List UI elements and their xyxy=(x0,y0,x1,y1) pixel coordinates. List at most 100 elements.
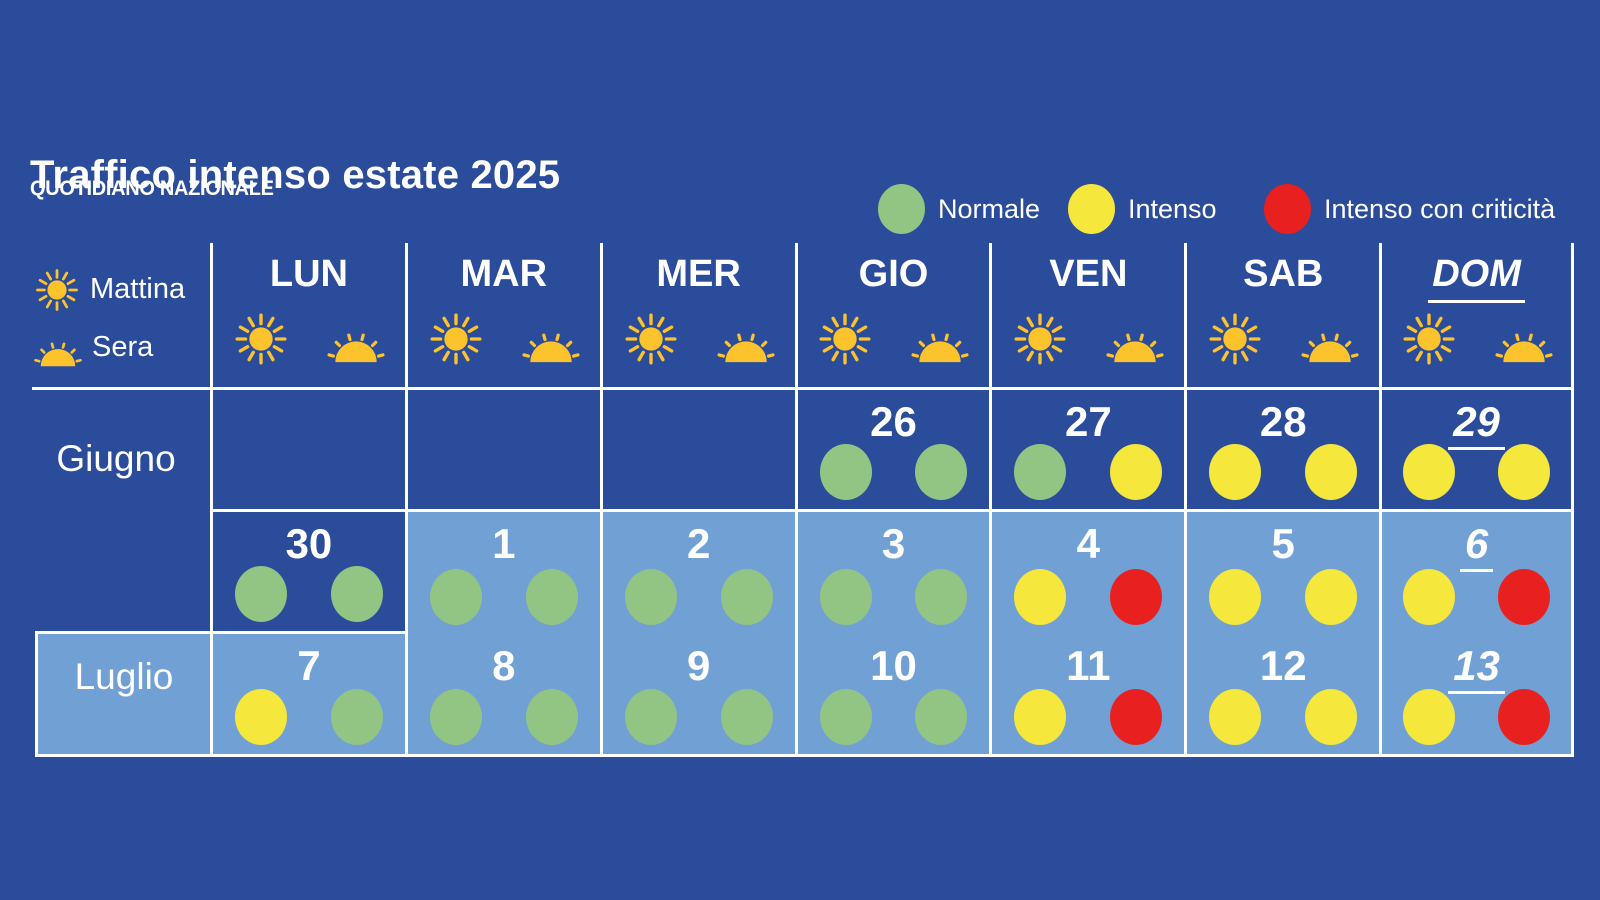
day-cell-2-july: 2 xyxy=(599,512,795,634)
day-number: 4 xyxy=(1076,520,1101,567)
day-suns xyxy=(798,311,990,367)
month-label-giugno: Giugno xyxy=(56,438,176,479)
day-number: 9 xyxy=(686,642,711,689)
evening-sun-icon xyxy=(1495,327,1553,363)
empty-day-cell xyxy=(210,390,405,512)
day-cell-7-july: 7 xyxy=(210,634,405,757)
evening-traffic-dot xyxy=(915,569,968,625)
evening-traffic-dot xyxy=(1497,569,1550,625)
evening-sun-icon xyxy=(522,327,580,363)
morning-sun-icon xyxy=(1012,311,1068,367)
evening-sun-icon xyxy=(1301,327,1359,363)
day-header-mer: MER xyxy=(599,243,795,390)
morning-traffic-dot xyxy=(1209,569,1262,625)
traffic-dots xyxy=(1382,569,1571,625)
day-number: 6 xyxy=(1382,521,1571,573)
day-header-mar: MAR xyxy=(404,243,600,390)
month-label-luglio: Luglio xyxy=(35,631,210,757)
evening-traffic-dot xyxy=(1110,444,1163,500)
day-cell-12-july: 12 xyxy=(1184,634,1380,757)
traffic-dots xyxy=(213,566,405,622)
evening-traffic-dot xyxy=(330,689,383,745)
day-name: GIO xyxy=(858,253,929,295)
day-cell-4-july: 4 xyxy=(989,512,1185,634)
evening-traffic-dot xyxy=(1305,569,1358,625)
morning-traffic-dot xyxy=(1209,444,1262,500)
evening-traffic-dot xyxy=(915,689,968,745)
legend-label-critico: Intenso con criticità xyxy=(1324,193,1556,224)
day-number: 27 xyxy=(1064,398,1112,445)
morning-label: Mattina xyxy=(90,273,186,305)
traffic-dots xyxy=(1382,444,1571,500)
day-name: LUN xyxy=(269,253,348,295)
legend-dot-critico xyxy=(1264,184,1311,234)
legend-dot-intenso xyxy=(1068,184,1115,234)
day-name: VEN xyxy=(1049,253,1128,295)
morning-key-row: Mattina xyxy=(34,267,210,313)
day-suns xyxy=(213,311,405,367)
morning-traffic-dot xyxy=(234,566,287,622)
evening-traffic-dot xyxy=(1110,569,1163,625)
day-suns xyxy=(1382,311,1571,367)
day-header-ven: VEN xyxy=(989,243,1185,390)
morning-traffic-dot xyxy=(624,569,677,625)
evening-traffic-dot xyxy=(525,689,578,745)
evening-key-row: Sera xyxy=(34,329,210,367)
day-number: 2 xyxy=(686,520,711,567)
evening-traffic-dot xyxy=(1110,689,1163,745)
evening-traffic-dot xyxy=(525,569,578,625)
day-cell-29-june: 29 xyxy=(1379,390,1574,512)
morning-traffic-dot xyxy=(1403,569,1456,625)
evening-traffic-dot xyxy=(1305,444,1358,500)
evening-sun-icon xyxy=(717,327,775,363)
morning-sun-icon xyxy=(34,267,80,313)
day-number: 10 xyxy=(870,642,917,689)
traffic-dots xyxy=(1187,444,1379,500)
traffic-dots xyxy=(798,444,990,500)
day-number: 3 xyxy=(881,520,906,567)
empty-day-cell xyxy=(599,390,795,512)
day-number: 12 xyxy=(1259,642,1307,689)
day-number: 29 xyxy=(1382,399,1571,451)
morning-traffic-dot xyxy=(819,689,872,745)
day-cell-8-july: 8 xyxy=(404,634,600,757)
day-number: 11 xyxy=(1066,642,1111,689)
day-number: 7 xyxy=(297,642,321,689)
morning-sun-icon xyxy=(623,311,679,367)
day-name: DOM xyxy=(1382,253,1571,303)
evening-sun-icon xyxy=(327,327,385,363)
traffic-dots xyxy=(992,689,1184,745)
traffic-dots xyxy=(1187,689,1379,745)
empty-day-cell xyxy=(404,390,600,512)
day-cell-30-june: 30 xyxy=(210,512,405,634)
evening-traffic-dot xyxy=(1497,444,1550,500)
day-number: 8 xyxy=(492,642,516,689)
evening-traffic-dot xyxy=(330,566,383,622)
morning-traffic-dot xyxy=(429,569,482,625)
day-cell-13-july: 13 xyxy=(1379,634,1574,757)
evening-sun-icon xyxy=(911,327,969,363)
traffic-dots xyxy=(1382,689,1571,745)
morning-traffic-dot xyxy=(624,689,677,745)
day-name: MAR xyxy=(460,253,548,295)
morning-sun-icon xyxy=(428,311,484,367)
legend-item-intenso: Intenso xyxy=(1068,184,1217,234)
morning-traffic-dot xyxy=(429,689,482,745)
evening-traffic-dot xyxy=(1305,689,1358,745)
legend-label-intenso: Intenso xyxy=(1128,193,1217,224)
day-cell-3-july: 3 xyxy=(794,512,990,634)
day-suns xyxy=(992,311,1184,367)
traffic-dots xyxy=(408,689,600,745)
legend-dot-normale xyxy=(878,184,925,234)
day-cell-27-june: 27 xyxy=(989,390,1185,512)
evening-traffic-dot xyxy=(1497,689,1550,745)
evening-traffic-dot xyxy=(915,444,968,500)
day-cell-6-july: 6 xyxy=(1379,512,1574,634)
day-header-lun: LUN xyxy=(210,243,405,390)
morning-traffic-dot xyxy=(1014,689,1067,745)
morning-traffic-dot xyxy=(1403,444,1456,500)
day-cell-28-june: 28 xyxy=(1184,390,1380,512)
morning-sun-icon xyxy=(1207,311,1263,367)
traffic-dots xyxy=(408,569,600,625)
